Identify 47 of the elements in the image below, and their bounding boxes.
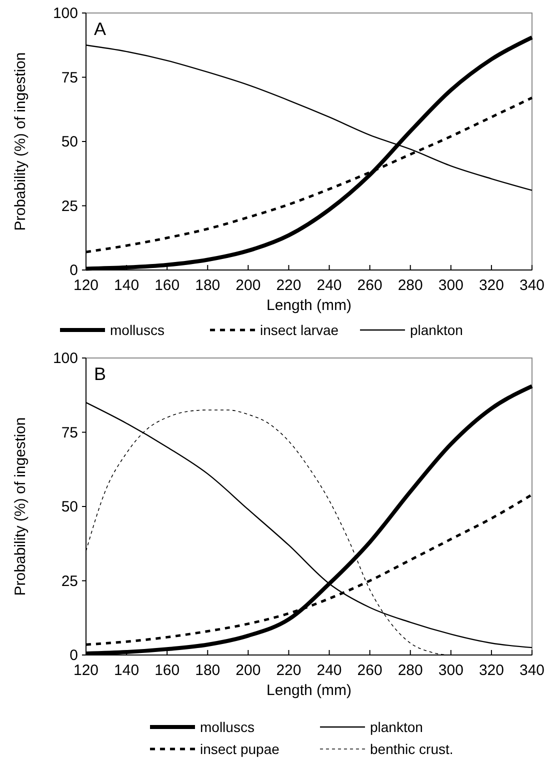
x-tick-label: 200 — [236, 662, 261, 679]
legend-label: molluscs — [110, 322, 164, 338]
x-tick-label: 300 — [438, 662, 464, 679]
x-tick-label: 240 — [316, 277, 342, 294]
x-tick-label: 140 — [114, 277, 140, 294]
y-tick-label: 25 — [61, 198, 78, 215]
legend-label: insect larvae — [260, 322, 339, 338]
x-tick-label: 280 — [398, 662, 423, 679]
y-tick-label: 75 — [61, 424, 78, 442]
legend-label: molluscs — [200, 719, 254, 735]
x-tick-label: 320 — [478, 662, 504, 679]
x-tick-label: 260 — [357, 277, 382, 294]
legend-label: plankton — [370, 719, 423, 735]
x-tick-label: 160 — [154, 277, 180, 294]
x-tick-label: 220 — [276, 277, 302, 294]
x-tick-label: 120 — [73, 662, 99, 679]
x-tick-label: 340 — [519, 662, 545, 679]
x-tick-label: 240 — [316, 662, 342, 679]
y-tick-label: 25 — [61, 572, 78, 590]
x-tick-label: 120 — [73, 277, 99, 294]
y-axis-title: Probability (%) of ingestion — [12, 417, 29, 596]
y-tick-label: 50 — [61, 134, 78, 150]
legend-label: insect pupae — [200, 741, 280, 757]
x-tick-label: 280 — [398, 277, 423, 294]
chart-title: B — [94, 364, 106, 384]
y-axis-title: Probability (%) of ingestion — [12, 52, 29, 231]
y-tick-label: 0 — [70, 647, 78, 664]
x-tick-label: 220 — [276, 662, 302, 679]
x-tick-label: 160 — [154, 662, 180, 679]
y-tick-label: 100 — [52, 350, 78, 367]
x-axis-title: Length (mm) — [266, 682, 352, 699]
x-tick-label: 200 — [236, 277, 261, 294]
x-tick-label: 340 — [519, 277, 545, 294]
y-tick-label: 0 — [70, 262, 78, 279]
legend-label: benthic crust. — [370, 741, 454, 757]
x-tick-label: 180 — [195, 662, 220, 679]
x-axis-title: Length (mm) — [266, 297, 352, 314]
x-tick-label: 140 — [114, 662, 140, 679]
y-tick-label: 100 — [52, 5, 78, 22]
legend-label: plankton — [410, 322, 463, 338]
x-tick-label: 180 — [195, 277, 220, 294]
y-tick-label: 75 — [61, 69, 78, 86]
y-tick-label: 50 — [61, 498, 78, 516]
chart-title: A — [94, 19, 106, 39]
x-tick-label: 260 — [357, 662, 382, 679]
x-tick-label: 300 — [438, 277, 464, 294]
x-tick-label: 320 — [478, 277, 504, 294]
